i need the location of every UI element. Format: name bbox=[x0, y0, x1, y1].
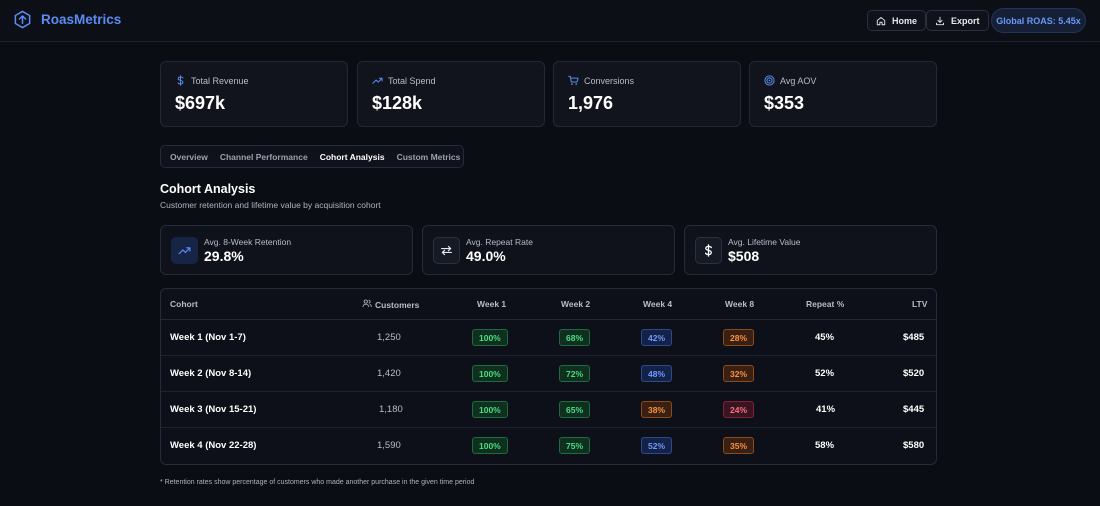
week8-badge: 24% bbox=[723, 401, 755, 418]
table-row: Week 3 (Nov 15-21) 1,180 100% 65% 38% 24… bbox=[161, 392, 936, 428]
tab-cohort-analysis[interactable]: Cohort Analysis bbox=[319, 151, 385, 162]
cohort-cell: Week 1 (Nov 1-7) bbox=[170, 332, 246, 343]
kpi-value: $128k bbox=[372, 93, 423, 113]
cohort-cell: Week 4 (Nov 22-28) bbox=[170, 440, 257, 451]
kpi-label: Conversions bbox=[584, 75, 635, 86]
week2-badge: 65% bbox=[559, 401, 591, 418]
column-header-repeat: Repeat % bbox=[806, 299, 845, 309]
stat-card-retention: Avg. 8-Week Retention 29.8% bbox=[160, 225, 413, 275]
kpi-label: Total Spend bbox=[388, 75, 436, 86]
home-label: Home bbox=[892, 15, 918, 26]
export-label: Export bbox=[951, 15, 980, 26]
top-header: RoasMetrics Home Export Global ROAS: 5.4… bbox=[0, 0, 1100, 42]
week2-badge: 68% bbox=[559, 329, 591, 346]
dollar-icon bbox=[695, 237, 722, 264]
target-icon bbox=[764, 75, 775, 86]
week8-badge: 28% bbox=[723, 329, 755, 346]
home-icon bbox=[876, 16, 886, 26]
customers-cell: 1,180 bbox=[379, 404, 403, 415]
kpi-value: $697k bbox=[175, 93, 226, 113]
week4-badge: 42% bbox=[641, 329, 673, 346]
kpi-label: Avg AOV bbox=[780, 75, 817, 86]
trending-up-icon bbox=[171, 237, 198, 264]
kpi-label: Total Revenue bbox=[191, 75, 249, 86]
brand[interactable]: RoasMetrics bbox=[13, 10, 121, 29]
table-row: Week 4 (Nov 22-28) 1,590 100% 75% 52% 35… bbox=[161, 428, 936, 464]
repeat-icon bbox=[433, 237, 460, 264]
week1-badge: 100% bbox=[472, 437, 508, 454]
column-header-cohort: Cohort bbox=[170, 299, 198, 309]
stat-label: Avg. Repeat Rate bbox=[466, 237, 533, 247]
footnote: * Retention rates show percentage of cus… bbox=[160, 479, 475, 486]
dollar-icon bbox=[175, 75, 186, 86]
column-header-customers: Customers bbox=[362, 299, 419, 310]
brand-name: RoasMetrics bbox=[41, 12, 122, 27]
users-icon bbox=[362, 299, 372, 310]
tab-overview[interactable]: Overview bbox=[170, 151, 208, 162]
tab-bar: Overview Channel Performance Cohort Anal… bbox=[160, 145, 464, 168]
week1-badge: 100% bbox=[472, 329, 508, 346]
kpi-card-avg-aov: Avg AOV $353 bbox=[749, 61, 937, 127]
cohort-cell: Week 3 (Nov 15-21) bbox=[170, 404, 257, 415]
week2-badge: 75% bbox=[559, 437, 591, 454]
stat-label: Avg. 8-Week Retention bbox=[204, 237, 292, 247]
cart-icon bbox=[568, 75, 579, 86]
week8-badge: 35% bbox=[723, 437, 755, 454]
customers-cell: 1,250 bbox=[377, 332, 401, 343]
customers-cell: 1,420 bbox=[377, 368, 401, 379]
cohort-cell: Week 2 (Nov 8-14) bbox=[170, 368, 252, 379]
kpi-card-conversions: Conversions 1,976 bbox=[553, 61, 741, 127]
column-header-week4: Week 4 bbox=[643, 299, 673, 309]
stat-card-lifetime-value: Avg. Lifetime Value $508 bbox=[684, 225, 937, 275]
customers-cell: 1,590 bbox=[377, 440, 401, 451]
tab-custom-metrics[interactable]: Custom Metrics bbox=[396, 151, 461, 162]
trending-up-icon bbox=[372, 75, 383, 86]
column-header-week1: Week 1 bbox=[477, 299, 507, 309]
repeat-cell: 41% bbox=[816, 404, 836, 415]
ltv-cell: $485 bbox=[903, 332, 925, 343]
week4-badge: 52% bbox=[641, 437, 673, 454]
tab-channel-performance[interactable]: Channel Performance bbox=[219, 151, 308, 162]
column-header-ltv: LTV bbox=[912, 299, 928, 309]
week4-badge: 38% bbox=[641, 401, 673, 418]
kpi-value: $353 bbox=[764, 93, 805, 113]
week1-badge: 100% bbox=[472, 365, 508, 382]
repeat-cell: 45% bbox=[815, 332, 835, 343]
ltv-cell: $445 bbox=[903, 404, 925, 415]
week1-badge: 100% bbox=[472, 401, 508, 418]
kpi-card-total-revenue: Total Revenue $697k bbox=[160, 61, 348, 127]
table-row: Week 1 (Nov 1-7) 1,250 100% 68% 42% 28% … bbox=[161, 320, 936, 356]
logo-icon bbox=[13, 10, 32, 29]
cohort-table: Cohort Customers Week 1 Week 2 Week 4 We… bbox=[160, 288, 937, 465]
table-row: Week 2 (Nov 8-14) 1,420 100% 72% 48% 32%… bbox=[161, 356, 936, 392]
column-header-customers-label: Customers bbox=[375, 299, 420, 310]
stat-value: 49.0% bbox=[466, 248, 506, 264]
repeat-cell: 52% bbox=[815, 368, 835, 379]
stat-value: $508 bbox=[728, 248, 760, 264]
stat-label: Avg. Lifetime Value bbox=[728, 237, 801, 247]
section-title: Cohort Analysis bbox=[160, 182, 256, 196]
week4-badge: 48% bbox=[641, 365, 673, 382]
column-header-week2: Week 2 bbox=[561, 299, 591, 309]
export-button[interactable]: Export bbox=[926, 10, 989, 31]
week2-badge: 72% bbox=[559, 365, 591, 382]
ltv-cell: $580 bbox=[903, 440, 925, 451]
stat-card-repeat-rate: Avg. Repeat Rate 49.0% bbox=[422, 225, 675, 275]
column-header-week8: Week 8 bbox=[725, 299, 755, 309]
download-icon bbox=[935, 16, 945, 26]
week8-badge: 32% bbox=[723, 365, 755, 382]
global-roas-badge: Global ROAS: 5.45x bbox=[991, 8, 1086, 33]
kpi-card-total-spend: Total Spend $128k bbox=[357, 61, 545, 127]
ltv-cell: $520 bbox=[903, 368, 925, 379]
table-header-row: Cohort Customers Week 1 Week 2 Week 4 We… bbox=[161, 289, 936, 320]
stat-value: 29.8% bbox=[204, 248, 244, 264]
kpi-value: 1,976 bbox=[568, 93, 614, 113]
repeat-cell: 58% bbox=[815, 440, 835, 451]
home-button[interactable]: Home bbox=[867, 10, 927, 31]
section-subtitle: Customer retention and lifetime value by… bbox=[160, 200, 381, 210]
